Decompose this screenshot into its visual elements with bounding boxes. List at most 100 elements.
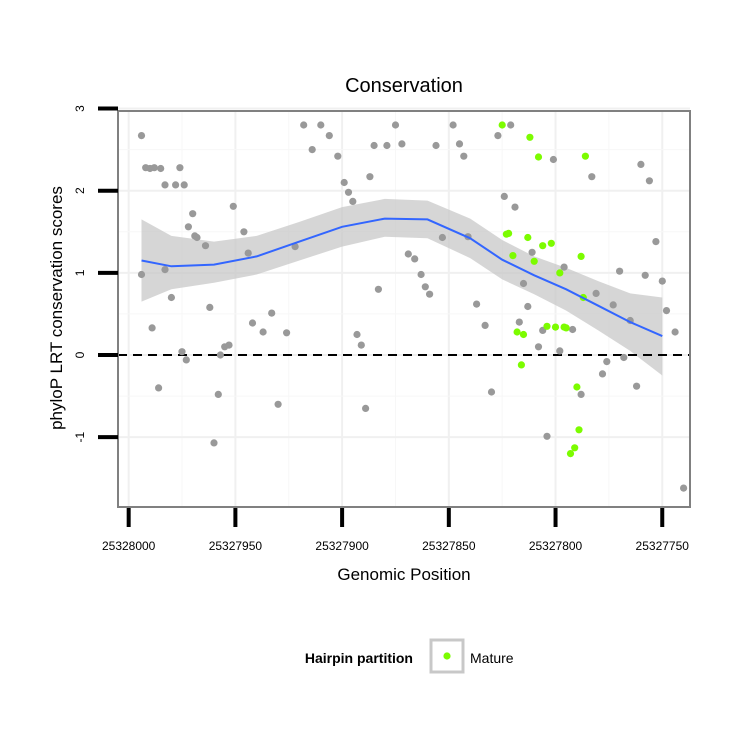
other-point: [487, 388, 496, 396]
mature-point: [551, 323, 560, 331]
other-point: [534, 343, 543, 351]
other-point: [556, 347, 564, 355]
other-point: [244, 249, 252, 257]
other-point: [588, 173, 596, 181]
other-point: [473, 300, 481, 308]
other-point: [374, 285, 382, 293]
other-point: [308, 146, 316, 154]
x-axis-ticks: 25328000 25327950 25327900 25327850 25327800…: [102, 508, 689, 553]
other-point: [404, 250, 412, 258]
x-tick-label: 25327750: [636, 539, 690, 553]
legend: Hairpin partition Mature: [305, 638, 514, 674]
other-point: [189, 210, 197, 218]
mature-point: [509, 252, 517, 260]
other-point: [225, 341, 233, 349]
other-point: [362, 404, 370, 412]
other-point: [259, 328, 267, 336]
legend-title: Hairpin partition: [305, 650, 413, 666]
other-point: [637, 160, 645, 168]
other-point: [511, 203, 519, 211]
other-point: [137, 132, 146, 140]
other-point: [616, 267, 624, 275]
other-point: [366, 173, 374, 181]
other-point: [300, 121, 308, 129]
other-point: [507, 121, 515, 129]
other-point: [157, 164, 165, 173]
mature-point: [577, 252, 585, 260]
other-point: [603, 358, 611, 366]
x-tick-label: 25327950: [209, 539, 263, 553]
other-point: [432, 141, 440, 150]
other-point: [460, 152, 468, 160]
other-point: [658, 277, 666, 285]
other-point: [549, 155, 558, 164]
other-point: [560, 263, 568, 271]
mature-point: [573, 383, 581, 391]
mature-point: [526, 133, 534, 141]
other-point: [528, 248, 536, 256]
other-point: [662, 307, 671, 315]
mature-point: [562, 324, 570, 332]
other-point: [274, 400, 282, 408]
other-point: [334, 152, 342, 160]
other-point: [641, 271, 649, 279]
other-point: [391, 121, 400, 129]
mature-point: [556, 269, 564, 277]
mature-point: [543, 322, 551, 330]
other-point: [155, 384, 163, 392]
y-tick-label: 2: [73, 187, 87, 194]
other-point: [193, 233, 201, 242]
other-point: [349, 197, 357, 205]
other-point: [633, 382, 641, 390]
other-point: [543, 432, 551, 440]
other-point: [229, 202, 237, 210]
legend-label-mature: Mature: [470, 650, 514, 666]
y-axis-ticks: -1 0 1 2 3: [73, 105, 118, 443]
other-point: [206, 303, 214, 311]
other-point: [519, 279, 528, 288]
mature-point: [498, 121, 506, 129]
y-tick-label: 1: [73, 269, 87, 276]
other-point: [500, 192, 508, 200]
other-point: [178, 348, 186, 356]
plot-frame: [117, 110, 691, 508]
other-point: [214, 390, 222, 398]
mature-point: [530, 257, 538, 265]
other-point: [161, 266, 169, 274]
other-point: [438, 233, 446, 242]
other-point: [421, 283, 429, 291]
other-point: [417, 270, 425, 279]
other-point: [411, 255, 419, 263]
other-point: [325, 132, 333, 140]
mature-point: [539, 242, 547, 250]
other-point: [283, 329, 291, 337]
other-point: [167, 293, 175, 302]
other-point: [353, 330, 361, 339]
other-point: [216, 351, 224, 359]
other-point: [357, 341, 365, 349]
other-point: [515, 318, 523, 326]
x-tick-label: 25327850: [422, 539, 476, 553]
other-point: [268, 309, 276, 317]
other-point: [180, 181, 188, 189]
other-point: [494, 132, 502, 140]
x-axis-label: Genomic Position: [337, 565, 470, 584]
x-tick-label: 25327800: [529, 539, 583, 553]
x-tick-label: 25328000: [102, 539, 156, 553]
other-point: [240, 228, 248, 236]
other-point: [148, 324, 156, 332]
legend-key-mature: [443, 652, 451, 660]
other-point: [184, 223, 192, 231]
mature-point: [566, 450, 575, 458]
other-point: [569, 325, 577, 334]
mature-point: [517, 361, 526, 369]
other-point: [344, 188, 353, 196]
other-point: [524, 302, 532, 311]
other-point: [340, 178, 348, 187]
other-point: [455, 140, 464, 148]
other-point: [370, 141, 378, 150]
other-point: [577, 390, 585, 398]
other-point: [671, 328, 679, 336]
y-axis-label: phyloP LRT conservation scores: [47, 186, 66, 430]
y-tick-label: 0: [73, 351, 87, 358]
